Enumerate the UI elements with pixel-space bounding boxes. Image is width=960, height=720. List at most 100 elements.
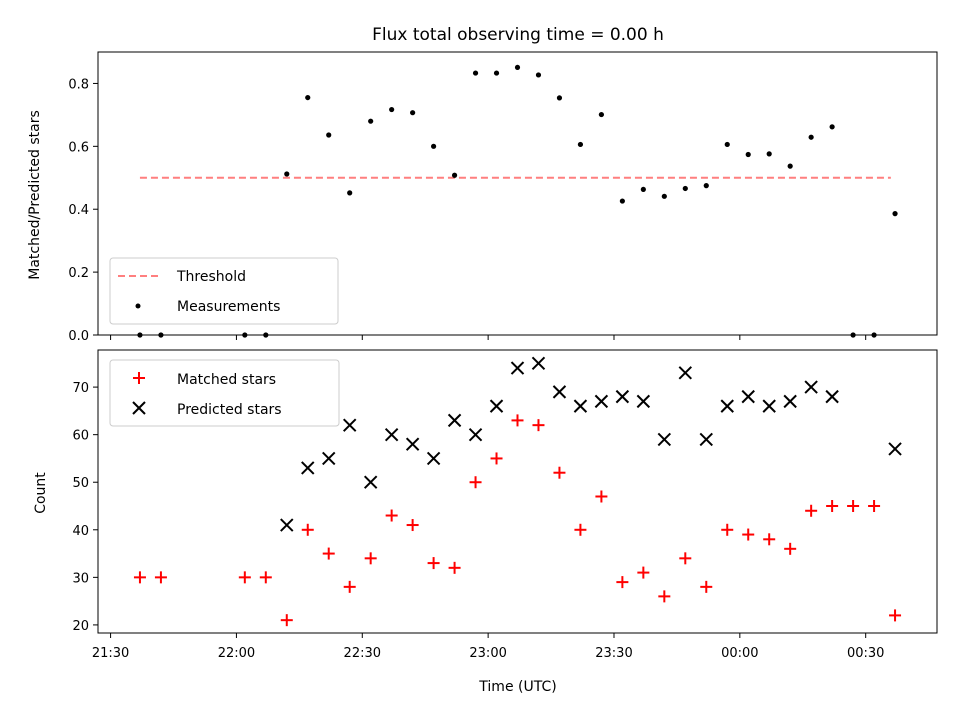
measurement-point bbox=[808, 134, 814, 140]
x-tick-label: 23:30 bbox=[595, 646, 632, 661]
matched-star-point bbox=[490, 452, 503, 465]
bottom-y-tick-label: 60 bbox=[72, 429, 89, 444]
predicted-star-point bbox=[405, 437, 420, 451]
predicted-star-point bbox=[322, 451, 336, 466]
predicted-star-point bbox=[301, 461, 315, 475]
measurement-point bbox=[703, 183, 709, 189]
legend-matched-label: Matched stars bbox=[177, 372, 276, 388]
measurement-point bbox=[598, 111, 605, 118]
matched-star-point bbox=[826, 500, 839, 513]
matched-star-point bbox=[700, 580, 713, 593]
predicted-star-point bbox=[825, 389, 839, 404]
matched-star-point bbox=[343, 580, 356, 593]
legend-matched-swatch bbox=[133, 372, 145, 384]
matched-star-point bbox=[847, 500, 860, 513]
matched-star-point bbox=[280, 614, 293, 627]
matched-star-point bbox=[658, 590, 671, 603]
matched-star-point bbox=[406, 519, 419, 532]
measurement-point bbox=[892, 211, 898, 217]
matched-star-point bbox=[784, 542, 797, 555]
legend-predicted-swatch bbox=[132, 401, 146, 415]
measurement-point bbox=[368, 118, 374, 124]
matched-star-point bbox=[259, 571, 272, 584]
predicted-star-point bbox=[531, 356, 546, 371]
measurement-point bbox=[389, 106, 395, 113]
top-y-tick-label: 0.4 bbox=[68, 203, 89, 218]
top-legend-box bbox=[109, 257, 339, 325]
matched-star-point bbox=[721, 523, 734, 536]
matched-star-point bbox=[448, 561, 461, 574]
bottom-y-tick-label: 50 bbox=[72, 476, 89, 491]
predicted-star-point bbox=[447, 413, 462, 428]
bottom-y-axis-label: Count bbox=[33, 472, 49, 514]
matched-star-point bbox=[595, 490, 608, 503]
measurement-point bbox=[493, 70, 500, 76]
measurement-point bbox=[661, 193, 667, 199]
predicted-star-point bbox=[804, 380, 818, 394]
x-tick-label: 23:00 bbox=[469, 646, 506, 661]
matched-star-point bbox=[301, 523, 314, 536]
predicted-star-point bbox=[720, 399, 734, 413]
top-marks bbox=[137, 64, 898, 338]
bottom-marks bbox=[133, 356, 902, 627]
measurement-point bbox=[682, 185, 688, 192]
predicted-star-point bbox=[363, 475, 378, 489]
top-y-tick-label: 0.6 bbox=[68, 140, 89, 155]
matched-star-point bbox=[532, 419, 545, 432]
measurement-point bbox=[305, 94, 311, 101]
matched-star-point bbox=[511, 414, 524, 427]
matched-star-point bbox=[637, 566, 650, 579]
measurement-point bbox=[535, 72, 542, 78]
matched-star-point bbox=[763, 533, 776, 546]
matched-star-point bbox=[385, 509, 398, 522]
measurement-point bbox=[829, 124, 835, 130]
matched-star-point bbox=[805, 504, 818, 517]
predicted-star-point bbox=[489, 399, 504, 413]
predicted-star-point bbox=[636, 394, 651, 409]
matched-star-point bbox=[553, 466, 566, 479]
legend-measurements-swatch bbox=[135, 303, 141, 309]
legend-predicted-label: Predicted stars bbox=[177, 402, 282, 418]
measurement-point bbox=[347, 190, 353, 196]
matched-star-point bbox=[469, 476, 482, 489]
predicted-star-point bbox=[573, 399, 588, 413]
legend-measurements-label: Measurements bbox=[177, 299, 280, 315]
predicted-star-point bbox=[657, 432, 672, 447]
measurement-point bbox=[640, 186, 646, 193]
predicted-star-point bbox=[678, 366, 693, 380]
predicted-star-point bbox=[510, 361, 525, 375]
matched-star-point bbox=[616, 576, 629, 589]
top-y-tick-label: 0.0 bbox=[68, 329, 89, 344]
measurement-point bbox=[556, 95, 563, 101]
predicted-star-point bbox=[762, 399, 776, 413]
top-y-tick-label: 0.8 bbox=[68, 77, 89, 92]
matched-star-point bbox=[322, 547, 335, 560]
matched-star-point bbox=[238, 571, 251, 584]
bottom-y-tick-label: 20 bbox=[72, 619, 89, 634]
predicted-star-point bbox=[468, 427, 483, 442]
legend-threshold-label: Threshold bbox=[176, 269, 246, 285]
measurement-point bbox=[766, 151, 772, 157]
predicted-star-point bbox=[280, 518, 294, 532]
predicted-star-point bbox=[783, 394, 797, 409]
measurement-point bbox=[431, 143, 437, 149]
measurement-point bbox=[724, 141, 730, 148]
top-y-tick-label: 0.2 bbox=[68, 266, 89, 281]
x-tick-label: 22:00 bbox=[218, 646, 255, 661]
top-panel: Flux total observing time = 0.00 h Match… bbox=[27, 25, 938, 344]
matched-star-point bbox=[868, 500, 881, 513]
bottom-plot-area: 20 30 40 50 60 70 21:30 22:00 22:30 23:00 23:30 00:… bbox=[72, 381, 884, 661]
matched-star-point bbox=[154, 571, 167, 584]
x-tick-label: 00:00 bbox=[721, 646, 758, 661]
predicted-star-point bbox=[552, 385, 567, 399]
predicted-star-point bbox=[615, 389, 630, 404]
matched-star-point bbox=[574, 523, 587, 536]
bottom-legend: Matched stars Predicted stars bbox=[109, 359, 340, 427]
chart-title: Flux total observing time = 0.00 h bbox=[372, 25, 664, 45]
predicted-star-point bbox=[888, 442, 902, 456]
top-plot-area: 0.0 0.2 0.4 0.6 0.8 bbox=[68, 77, 867, 344]
predicted-star-point bbox=[699, 432, 713, 447]
x-tick-label: 22:30 bbox=[344, 646, 381, 661]
